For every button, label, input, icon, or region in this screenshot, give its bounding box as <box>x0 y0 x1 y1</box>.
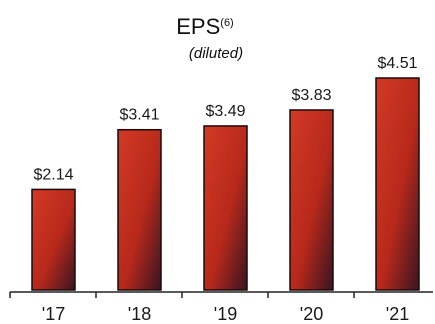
x-tick-label: '21 <box>386 304 409 324</box>
chart-subtitle: (diluted) <box>189 45 243 62</box>
bar-21 <box>375 77 420 291</box>
bars-group <box>31 77 420 291</box>
x-axis-ticks <box>9 292 355 298</box>
bar-value-label: $2.14 <box>33 166 73 183</box>
x-tick-label: '20 <box>300 304 323 324</box>
bar-value-label: $4.51 <box>377 55 417 72</box>
x-tick-label: '19 <box>214 304 237 324</box>
x-tick-labels: '17 '18 '19 '20 '21 <box>42 304 409 324</box>
x-tick-label: '17 <box>42 304 65 324</box>
bar-19 <box>203 125 248 291</box>
bar-18 <box>117 128 162 291</box>
x-tick-label: '18 <box>128 304 151 324</box>
chart-title-superscript: (6) <box>220 17 233 29</box>
bar-value-label: $3.41 <box>119 107 159 124</box>
bar-20 <box>289 109 334 291</box>
bar-value-label: $3.49 <box>205 103 245 120</box>
bar-value-label: $3.83 <box>291 87 331 104</box>
bar-17 <box>31 188 76 291</box>
chart-title-main: EPS <box>176 14 220 39</box>
chart-title: EPS(6) <box>176 14 233 39</box>
value-labels-group: $2.14 $3.41 $3.49 $3.83 $4.51 <box>33 55 417 183</box>
